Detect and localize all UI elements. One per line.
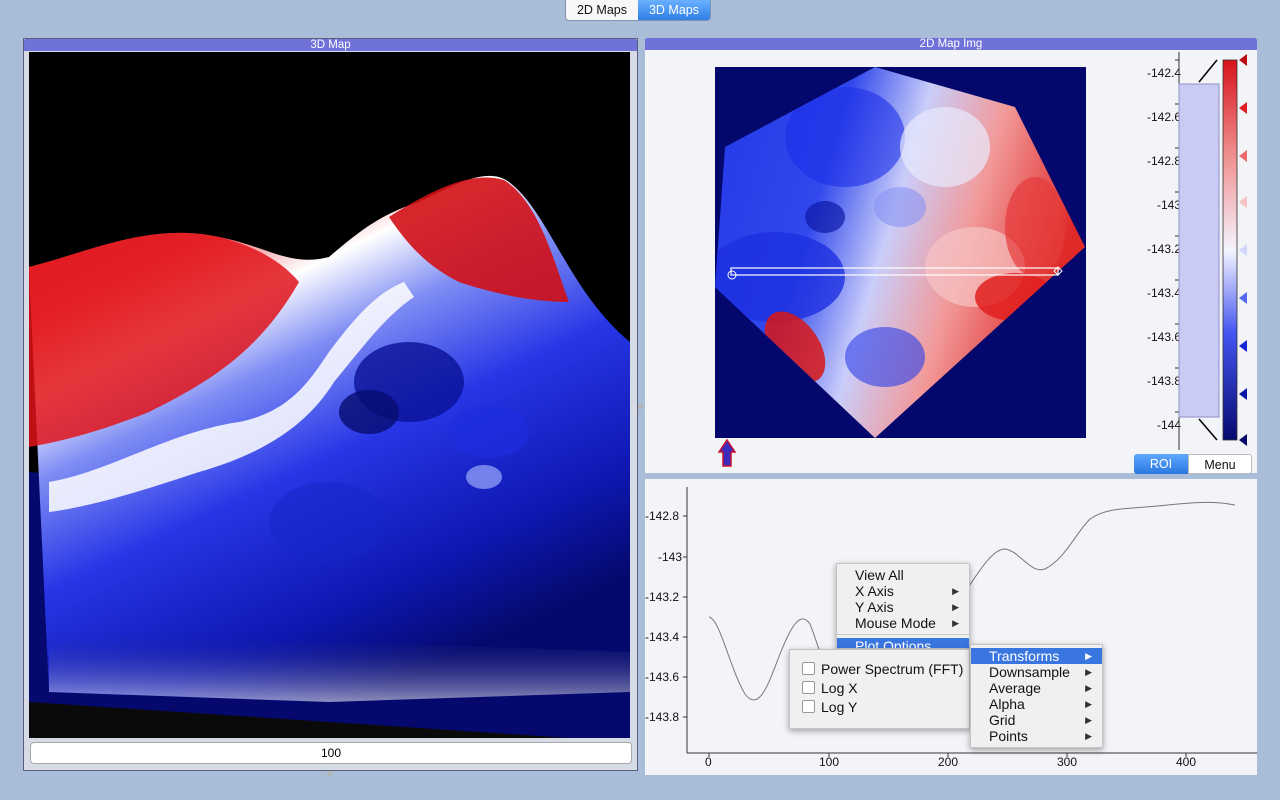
- menu-item-label: Plot Options: [855, 638, 932, 649]
- checkbox-icon[interactable]: [802, 662, 815, 675]
- y-tick: -143.8: [645, 710, 680, 724]
- menu-item-label: Mouse Mode: [855, 615, 936, 631]
- menu-item-label: X Axis: [855, 583, 894, 599]
- checkbox-label: Log Y: [821, 699, 858, 715]
- menu-item-transforms[interactable]: Transforms ▶: [971, 648, 1102, 664]
- menu-item-downsample[interactable]: Downsample ▶: [971, 664, 1102, 680]
- colorbar-tick: -142.6: [1146, 110, 1181, 124]
- menu-item-y-axis[interactable]: Y Axis ▶: [837, 599, 969, 615]
- submenu-arrow-icon: ▶: [1085, 667, 1092, 677]
- heatmap-image: [715, 67, 1085, 438]
- y-tick: -143: [658, 550, 683, 564]
- surface-3d-render: [29, 175, 630, 738]
- checkbox-power-spectrum[interactable]: Power Spectrum (FFT): [790, 660, 969, 679]
- menu-button[interactable]: Menu: [1188, 454, 1252, 474]
- map-3d-title: 3D Map: [24, 39, 637, 51]
- x-tick: 100: [819, 755, 840, 769]
- x-tick: 300: [1057, 755, 1078, 769]
- menu-item-label: Downsample: [989, 664, 1070, 680]
- menu-item-points[interactable]: Points ▶: [971, 728, 1102, 744]
- menu-item-alpha[interactable]: Alpha ▶: [971, 696, 1102, 712]
- z-scale-slider[interactable]: 100: [30, 742, 632, 764]
- colorbar-tick: -142.8: [1146, 154, 1181, 168]
- submenu-arrow-icon: ▶: [952, 602, 959, 612]
- colorbar-tick: -143: [1156, 198, 1181, 212]
- checkbox-icon[interactable]: [802, 700, 815, 713]
- y-tick: -143.2: [645, 590, 680, 604]
- menu-item-grid[interactable]: Grid ▶: [971, 712, 1102, 728]
- menu-item-mouse-mode[interactable]: Mouse Mode ▶: [837, 615, 969, 631]
- submenu-arrow-icon: ▶: [1085, 715, 1092, 725]
- checkbox-icon[interactable]: [802, 681, 815, 694]
- menu-item-label: Transforms: [989, 648, 1060, 664]
- tab-3d-maps[interactable]: 3D Maps: [638, 0, 710, 20]
- menu-item-view-all[interactable]: View All: [855, 567, 904, 583]
- checkbox-label: Power Spectrum (FFT): [821, 661, 964, 677]
- menu-item-label: Average: [989, 680, 1041, 696]
- submenu-arrow-icon: ▶: [952, 586, 959, 596]
- menu-item-x-axis[interactable]: X Axis ▶: [837, 583, 969, 599]
- colorbar-tick: -143.8: [1146, 374, 1181, 388]
- submenu-arrow-icon: ▶: [952, 618, 959, 628]
- colorbar-tick: -144: [1156, 418, 1181, 432]
- map-2d-title: 2D Map Img: [645, 38, 1257, 50]
- tab-2d-maps[interactable]: 2D Maps: [566, 0, 638, 20]
- plot-context-menu: View All X Axis ▶ Y Axis ▶ Mouse Mode ▶ Plo…: [836, 563, 970, 649]
- colorbar-tick: -143.2: [1146, 242, 1181, 256]
- checkbox-log-y[interactable]: Log Y: [790, 698, 969, 717]
- splitter-handle-left[interactable]: [327, 771, 332, 776]
- x-tick: 400: [1176, 755, 1197, 769]
- roi-button[interactable]: ROI: [1134, 454, 1188, 474]
- colorbar-tick: -143.6: [1146, 330, 1181, 344]
- colorbar[interactable]: [1175, 50, 1255, 452]
- submenu-arrow-icon: ▶: [1085, 683, 1092, 693]
- x-tick: 0: [705, 755, 712, 769]
- menu-item-label: Points: [989, 728, 1028, 744]
- y-tick: -142.8: [645, 509, 680, 523]
- submenu-arrow-icon: ▶: [1085, 651, 1092, 661]
- colorbar-labels: -142.4 -142.6 -142.8 -143 -143.2 -143.4 …: [1129, 52, 1183, 442]
- colorbar-tick: -142.4: [1146, 66, 1181, 80]
- submenu-arrow-icon: ▶: [1085, 699, 1092, 709]
- plot-options-submenu: Transforms ▶ Downsample ▶ Average ▶ Alpha ▶ …: [970, 644, 1103, 748]
- submenu-arrow-icon: ▶: [1085, 731, 1092, 741]
- menu-item-average[interactable]: Average ▶: [971, 680, 1102, 696]
- view-mode-tabs: 2D Maps 3D Maps: [565, 0, 711, 21]
- menu-item-plot-options[interactable]: Plot Options: [837, 638, 969, 649]
- transform-options-menu: Power Spectrum (FFT) Log X Log Y: [789, 649, 970, 729]
- map-3d-view[interactable]: [29, 52, 630, 738]
- checkbox-label: Log X: [821, 680, 858, 696]
- colorbar-tick: -143.4: [1146, 286, 1181, 300]
- menu-item-label: Alpha: [989, 696, 1025, 712]
- position-marker-icon[interactable]: [717, 438, 737, 468]
- checkbox-log-x[interactable]: Log X: [790, 679, 969, 698]
- menu-item-label: Grid: [989, 712, 1016, 728]
- map-2d-image[interactable]: [715, 67, 1086, 438]
- menu-separator: [837, 634, 969, 635]
- menu-item-label: Y Axis: [855, 599, 894, 615]
- x-tick: 200: [938, 755, 959, 769]
- y-tick: -143.4: [645, 630, 680, 644]
- splitter-handle-center[interactable]: [638, 404, 643, 409]
- y-tick: -143.6: [645, 670, 680, 684]
- map-2d-panel: 2D Map Img: [645, 38, 1257, 474]
- map-3d-panel: 3D Map: [23, 38, 638, 771]
